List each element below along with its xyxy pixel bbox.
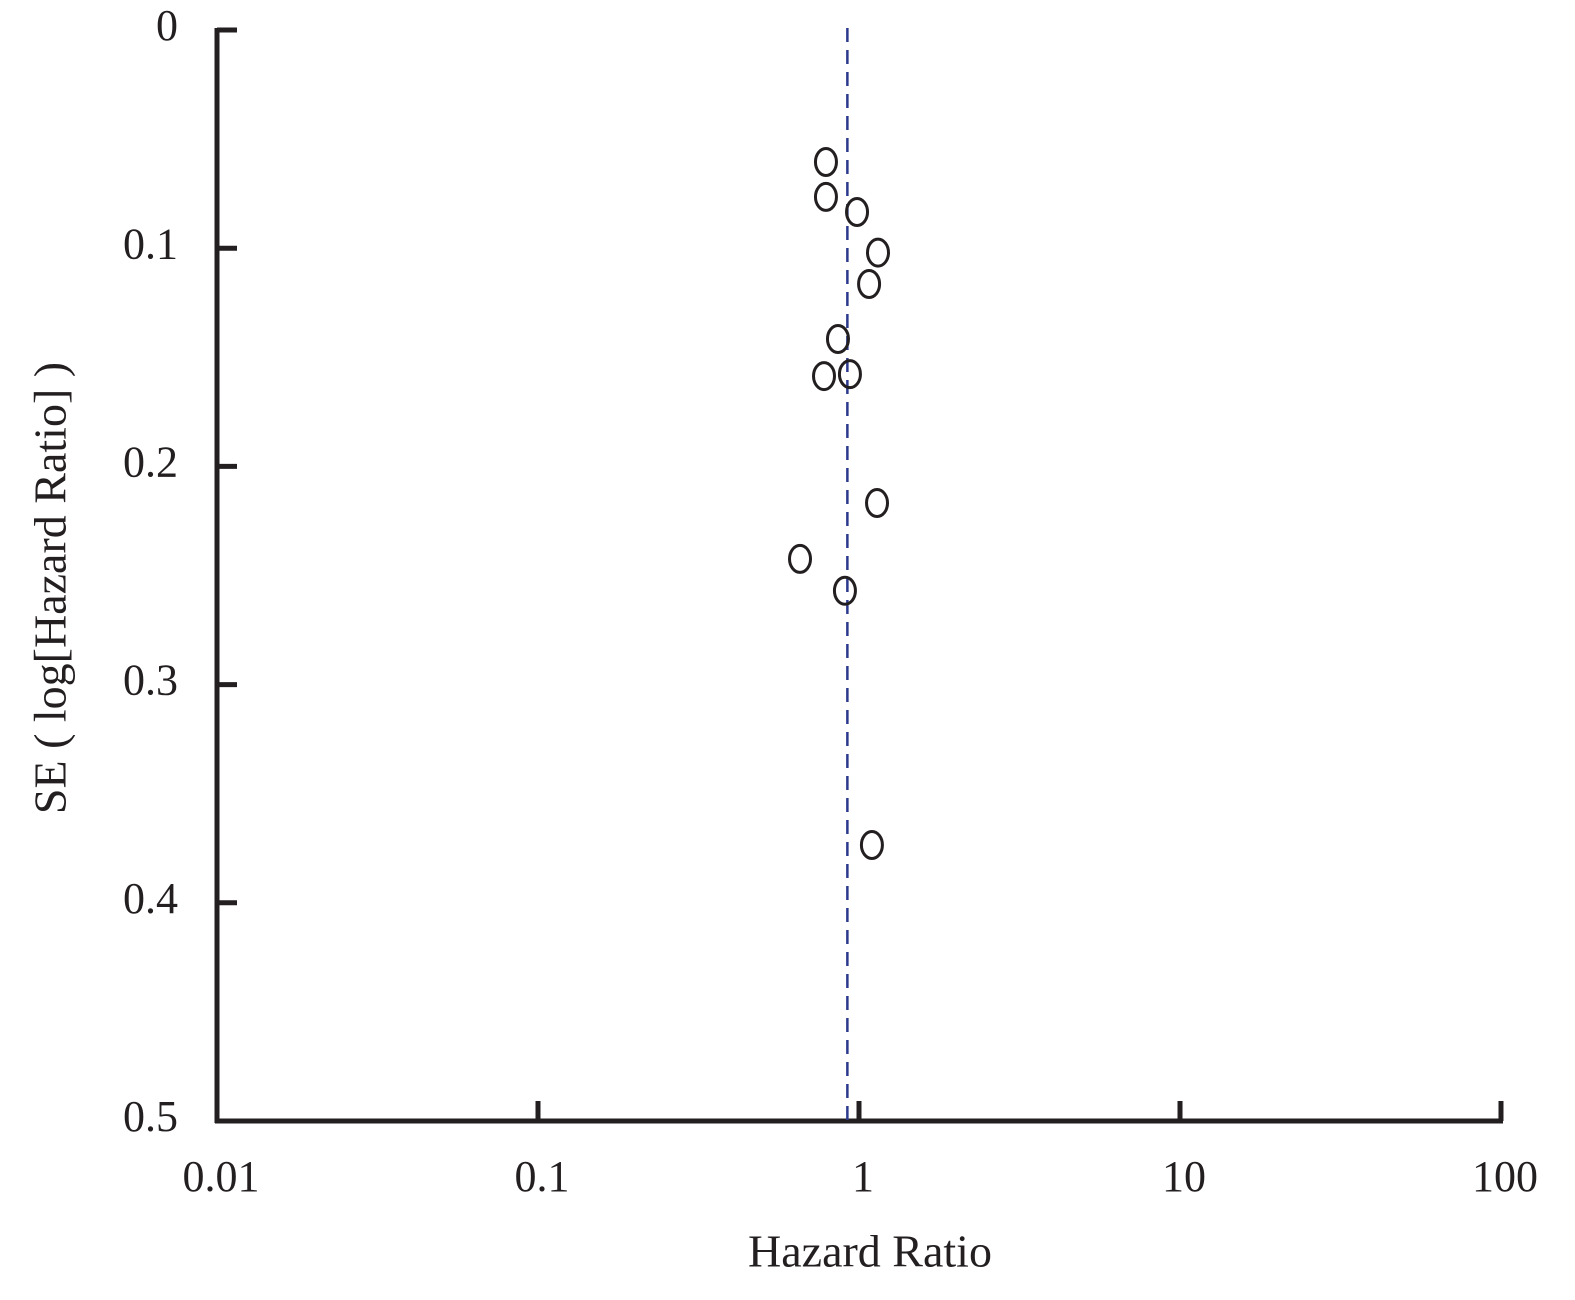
study-point: [865, 488, 890, 519]
study-point: [865, 237, 890, 268]
y-tick-label: 0.4: [123, 874, 178, 923]
study-point: [825, 323, 850, 354]
y-axis-title: SE ( log[Hazard Ratio] ): [25, 362, 76, 814]
x-tick-label: 10: [1162, 1152, 1206, 1201]
study-point: [812, 361, 837, 392]
study-point: [813, 181, 838, 212]
y-tick-label: 0.2: [123, 437, 178, 486]
study-point: [845, 196, 870, 227]
y-tick-label: 0: [156, 1, 178, 50]
study-point: [859, 829, 884, 860]
study-point: [788, 543, 813, 574]
x-tick-label: 100: [1472, 1152, 1538, 1201]
y-tick-label: 0.5: [123, 1092, 178, 1141]
study-point: [813, 147, 838, 178]
y-tick-label: 0.1: [123, 219, 178, 268]
y-tick-label: 0.3: [123, 656, 178, 705]
study-point: [837, 359, 862, 390]
x-tick-label: 1: [852, 1152, 874, 1201]
x-tick-label: 0.1: [515, 1152, 570, 1201]
study-point: [832, 575, 857, 606]
x-tick-label: 0.01: [183, 1152, 260, 1201]
study-point: [857, 268, 882, 299]
x-axis-title: Hazard Ratio: [748, 1226, 992, 1277]
